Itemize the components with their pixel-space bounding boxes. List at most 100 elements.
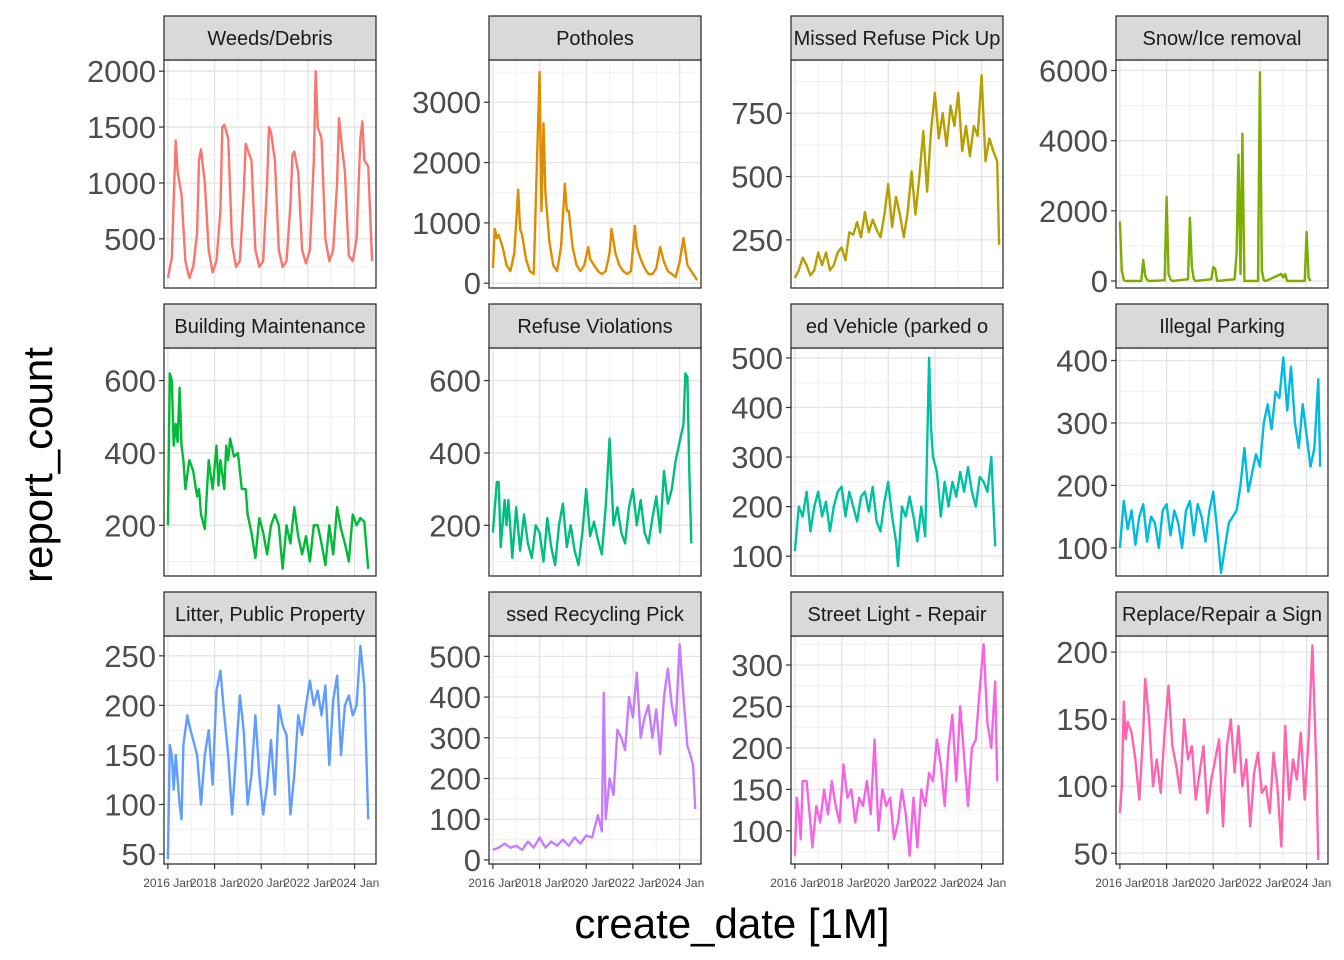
x-tick-label: 2024 Jan [330,876,379,890]
x-tick-label: 2024 Jan [1282,876,1331,890]
panel-grid [1116,348,1328,576]
facet-strip [1115,303,1329,349]
y-tick-label: 200 [104,688,156,723]
series-line-weeds-debris [166,70,374,280]
panel-background [1116,636,1328,864]
x-tick-label: 2022 Jan [1235,876,1284,890]
facet-strip-label: Refuse Violations [517,316,672,338]
y-tick-label: 400 [731,390,783,425]
series-line-snow-ice-removal [1118,71,1312,283]
panel-background [791,60,1003,288]
y-tick-label: 3000 [412,85,481,120]
facet-strip-label: Snow/Ice removal [1143,28,1302,50]
y-tick-label: 2000 [412,146,481,181]
panel-grid [164,60,376,288]
y-tick-label: 200 [731,490,783,525]
y-tick-label: 50 [122,837,156,872]
y-tick-label: 300 [429,721,481,756]
panel-background [489,348,701,576]
facet-strip-label: Litter, Public Property [175,604,365,626]
facet-strip [163,15,377,61]
y-tick-label: 100 [104,788,156,823]
facet-panel-potholes: 0 1000 2000 3000 Potholes [412,15,702,301]
x-tick-label: 2024 Jan [655,876,704,890]
facet-strip [790,303,1004,349]
y-tick-label: 2000 [87,54,156,89]
y-tick-label: 400 [429,436,481,471]
y-tick-label: 1500 [87,110,156,145]
facet-strip [488,303,702,349]
y-tick-label: 0 [1091,264,1108,299]
y-tick-label: 150 [731,772,783,807]
facet-strip [790,15,1004,61]
x-tick-label: 2018 Jan [1142,876,1191,890]
panel-background [489,60,701,288]
x-tick-label: 2020 Jan [237,876,286,890]
series-line-street-light-repair [793,643,999,857]
x-tick-label: 2016 Jan [468,876,517,890]
facet-panel-street-light-repair: 100 150 200 250 300 Street Light - Repair 2016… [731,591,1006,890]
y-tick-label: 400 [429,680,481,715]
panel-background [791,348,1003,576]
facet-panel-missed-recycling-pick-up: 0 100 200 300 400 500 ssed Recycling Pick 2016 … [429,591,704,890]
y-tick-label: 0 [464,266,481,301]
facet-strip [163,303,377,349]
series-line-missed-recycling-pick-up [492,642,697,851]
facet-panel-building-maintenance: 200 400 600 Building Maintenance [104,303,377,577]
y-tick-label: 500 [731,160,783,195]
x-tick-label: 2018 Jan [515,876,564,890]
facet-strip [790,591,1004,637]
series-line-building-maintenance [166,372,370,570]
series-line-refuse-violations [491,372,693,567]
x-tick-label: 2016 Jan [770,876,819,890]
facet-panel-refuse-violations: 200 400 600 Refuse Violations [429,303,702,577]
series-line-abandoned-vehicle-parked-on-public-property [793,356,997,568]
y-tick-label: 100 [429,802,481,837]
y-tick-label: 200 [429,762,481,797]
facet-panel-snow-ice-removal: 0 2000 4000 6000 Snow/Ice removal [1039,15,1329,299]
y-tick-label: 300 [731,648,783,683]
y-tick-label: 100 [731,539,783,574]
y-tick-label: 1000 [87,166,156,201]
series-line-potholes [491,70,699,281]
y-tick-label: 500 [429,639,481,674]
y-tick-label: 300 [1056,406,1108,441]
facet-panel-missed-refuse-pick-up: 250 500 750 Missed Refuse Pick Up [731,15,1004,289]
x-tick-label: 2018 Jan [817,876,866,890]
facet-strip-label: Building Maintenance [174,316,365,338]
x-tick-label: 2016 Jan [143,876,192,890]
y-tick-label: 400 [104,436,156,471]
facet-strip [1115,591,1329,637]
panel-grid [164,348,376,576]
x-tick-label: 2024 Jan [957,876,1006,890]
y-tick-label: 100 [1056,531,1108,566]
y-tick-label: 150 [104,738,156,773]
y-tick-label: 400 [1056,343,1108,378]
facet-panel-weeds-debris: 500 1000 1500 2000 Weeds/Debris [87,15,377,289]
y-tick-label: 750 [731,96,783,131]
facet-strip [488,591,702,637]
y-tick-label: 600 [104,364,156,399]
x-axis-title: create_date [1M] [574,900,889,947]
x-tick-label: 2020 Jan [864,876,913,890]
facet-strip-label: Weeds/Debris [207,28,332,50]
y-tick-label: 300 [731,440,783,475]
facet-strip-label: Potholes [556,28,634,50]
series-line-litter-public-property [166,644,370,860]
series-line-illegal-parking [1118,356,1322,575]
x-tick-label: 2020 Jan [562,876,611,890]
panel-grid [489,636,701,864]
y-tick-label: 250 [104,639,156,674]
y-tick-label: 2000 [1039,194,1108,229]
x-tick-label: 2022 Jan [608,876,657,890]
y-tick-label: 150 [1056,702,1108,737]
y-tick-label: 6000 [1039,54,1108,89]
facet-strip [488,15,702,61]
facet-strip-label: ssed Recycling Pick [506,604,685,626]
y-tick-label: 50 [1074,836,1108,871]
y-tick-label: 250 [731,689,783,724]
y-tick-label: 600 [429,364,481,399]
y-tick-label: 500 [731,341,783,376]
facet-strip-label: ed Vehicle (parked o [806,316,988,338]
series-line-missed-refuse-pick-up [793,74,1001,279]
